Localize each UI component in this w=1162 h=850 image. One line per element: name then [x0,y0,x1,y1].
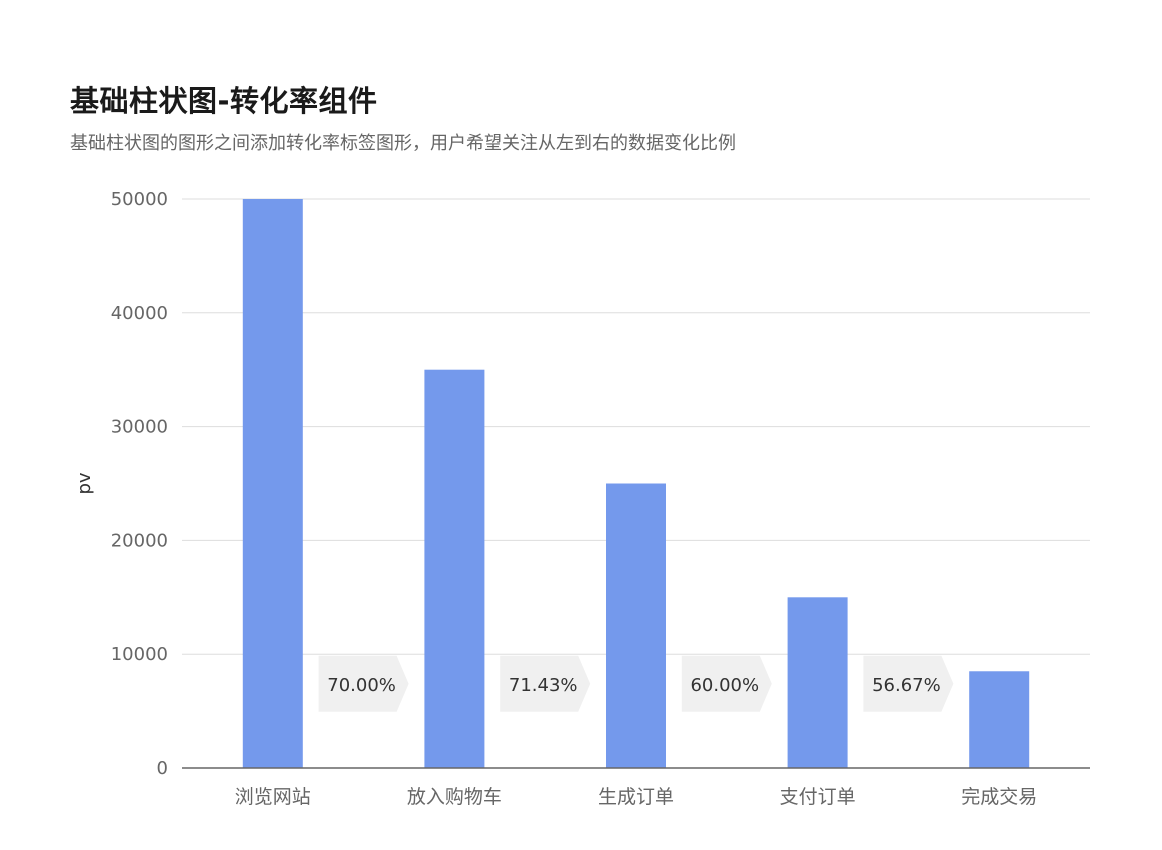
x-category-label: 浏览网站 [235,786,311,808]
bar [424,369,485,768]
x-category-label: 生成订单 [598,786,674,808]
x-category-label: 支付订单 [780,786,856,808]
x-category-label: 放入购物车 [407,786,502,808]
chart-subtitle: 基础柱状图的图形之间添加转化率标签图形，用户希望关注从左到右的数据变化比例 [70,133,736,154]
x-axis-categories: 浏览网站 放入购物车 生成订单 支付订单 完成交易 [235,786,1037,808]
bar [606,483,666,768]
y-axis-ticks: 0 10000 20000 30000 40000 50000 [111,189,168,779]
conversion-rate-labels: 70.00% 71.43% 60.00% 56.67% [318,655,954,712]
bar [787,597,848,768]
y-tick-label: 40000 [111,303,168,324]
conversion-rate-arrow [318,655,409,712]
y-tick-label: 20000 [111,530,168,551]
conversion-rate-label: 60.00% [690,675,759,696]
conversion-rate-label: 71.43% [509,675,578,696]
conversion-rate-label: 70.00% [327,675,396,696]
conversion-rate-arrow [863,655,954,712]
y-tick-label: 50000 [111,189,168,210]
bar [969,671,1030,768]
y-tick-label: 0 [157,758,168,779]
x-category-label: 完成交易 [961,786,1037,808]
bar [242,199,303,768]
bars [242,199,1030,768]
conversion-rate-label: 56.67% [872,675,941,696]
conversion-rate-arrow [500,655,591,712]
conversion-rate-arrow [681,655,772,712]
y-axis-label: pv [74,472,95,494]
chart-title: 基础柱状图-转化率组件 [70,84,378,118]
y-tick-label: 30000 [111,417,168,438]
y-tick-label: 10000 [111,644,168,665]
